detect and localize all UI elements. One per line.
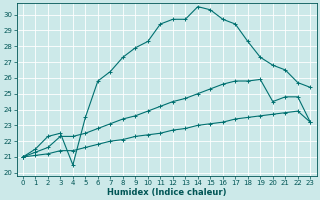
X-axis label: Humidex (Indice chaleur): Humidex (Indice chaleur) bbox=[107, 188, 226, 197]
